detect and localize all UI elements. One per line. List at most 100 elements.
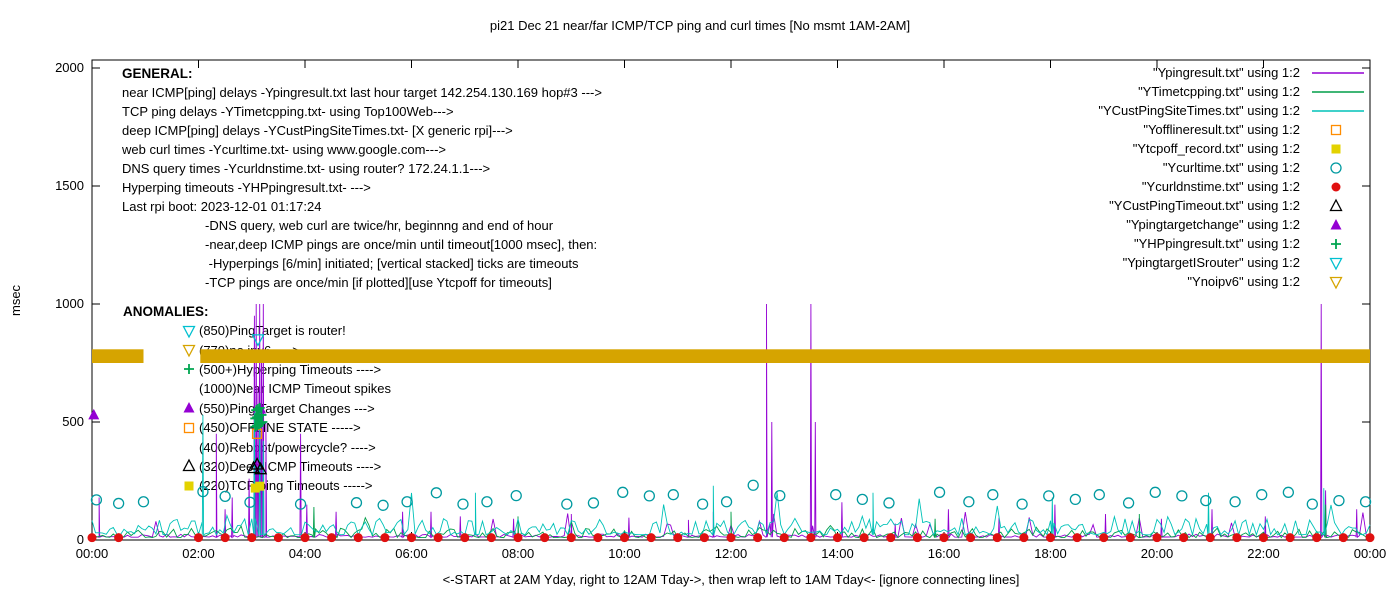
anomaly-item: (1000)Near ICMP Timeout spikes: [181, 379, 391, 398]
general-line: web curl times -Ycurltime.txt- using www…: [122, 142, 447, 157]
legend-item-ypingtargetisrouter: "YpingtargetISrouter" using 1:2: [1098, 253, 1370, 272]
legend: "Ypingresult.txt" using 1:2 "YTimetcpping…: [1098, 63, 1370, 291]
anomalies-annotations: ANOMALIES: (850)PingTarget is router! (770…: [123, 302, 391, 496]
triangle-up-filled-marker-icon: [183, 402, 195, 413]
legend-item-ycurldnstime: "Ycurldnstime.txt" using 1:2: [1098, 177, 1370, 196]
legend-label: "Yofflineresult.txt" using 1:2: [1143, 122, 1300, 137]
legend-swatch-square-open-icon: [1330, 124, 1342, 135]
legend-item-ycustpingtimeout: "YCustPingTimeout.txt" using 1:2: [1098, 196, 1370, 215]
anomaly-text: (450)OFFLINE STATE ----->: [199, 420, 361, 436]
legend-item-yhppingresult: "YHPpingresult.txt" using 1:2: [1098, 234, 1370, 253]
legend-item-yofflineresult: "Yofflineresult.txt" using 1:2: [1098, 120, 1370, 139]
legend-swatch-plus-icon: [1331, 238, 1341, 249]
general-annotations: GENERAL: near ICMP[ping] delays -Ypingres…: [122, 64, 602, 292]
anomaly-text: (320)Deep ICMP Timeouts ---->: [199, 458, 382, 474]
x-tick-label: 14:00: [821, 546, 854, 561]
legend-item-ypingtargetchange: "Ypingtargetchange" using 1:2: [1098, 215, 1370, 234]
plus-marker-icon: [184, 364, 194, 375]
legend-swatch-triangle-up-filled-icon: [1330, 218, 1342, 229]
legend-label: "Ypingtargetchange" using 1:2: [1126, 217, 1300, 232]
anomaly-text: (1000)Near ICMP Timeout spikes: [199, 381, 391, 397]
legend-item-ynoipv6: "Ynoipv6" using 1:2: [1098, 272, 1370, 291]
anomaly-item: (850)PingTarget is router!: [181, 321, 391, 340]
legend-label: "Ytcpoff_record.txt" using 1:2: [1132, 141, 1300, 156]
general-line: -DNS query, web curl are twice/hr, begin…: [205, 218, 554, 233]
anomaly-text: (500+)Hyperping Timeouts ---->: [199, 361, 382, 377]
y-tick-label: 500: [62, 414, 84, 429]
legend-item-ytcpoff_record: "Ytcpoff_record.txt" using 1:2: [1098, 139, 1370, 158]
legend-label: "Ycurldnstime.txt" using 1:2: [1141, 179, 1300, 194]
triangle-down-open-marker-icon: [182, 344, 196, 358]
legend-item-ycurltime: "Ycurltime.txt" using 1:2: [1098, 158, 1370, 177]
x-tick-label: 06:00: [395, 546, 428, 561]
legend-item-ycustpingsitetimes: "YCustPingSiteTimes.txt" using 1:2: [1098, 101, 1370, 120]
general-line: -Hyperpings [6/min] initiated; [vertical…: [205, 256, 579, 271]
anomaly-item: (320)Deep ICMP Timeouts ---->: [181, 457, 391, 476]
legend-swatch-circle-filled-icon: [1331, 182, 1341, 191]
square-filled-marker-icon: [184, 481, 194, 491]
x-tick-label: 00:00: [76, 546, 109, 561]
legend-swatch-circle-open-icon: [1330, 161, 1342, 174]
no-marker-icon: [181, 381, 197, 397]
x-tick-label: 00:00: [1354, 546, 1387, 561]
legend-label: "Ynoipv6" using 1:2: [1187, 274, 1300, 289]
anomaly-text: (770)no ipv6 ---->: [199, 342, 300, 358]
x-tick-label: 10:00: [608, 546, 641, 561]
anomaly-item: (500+)Hyperping Timeouts ---->: [181, 360, 391, 379]
y-tick-label: 2000: [55, 60, 84, 75]
general-line: Hyperping timeouts -YHPpingresult.txt- -…: [122, 180, 371, 195]
anomaly-item: (450)OFFLINE STATE ----->: [181, 418, 391, 437]
legend-item-ypingresult: "Ypingresult.txt" using 1:2: [1098, 63, 1370, 82]
legend-label: "YHPpingresult.txt" using 1:2: [1133, 236, 1300, 251]
anomalies-header: ANOMALIES:: [123, 304, 209, 319]
legend-label: "YCustPingTimeout.txt" using 1:2: [1109, 198, 1300, 213]
anomaly-text: (850)PingTarget is router!: [199, 323, 346, 339]
x-tick-label: 04:00: [289, 546, 322, 561]
legend-label: "YCustPingSiteTimes.txt" using 1:2: [1098, 103, 1300, 118]
legend-swatch-line-icon: [1312, 71, 1364, 74]
general-line: DNS query times -Ycurldnstime.txt- using…: [122, 161, 491, 176]
triangle-down-open-marker-icon: [182, 325, 196, 339]
x-tick-label: 22:00: [1247, 546, 1280, 561]
general-line: -near,deep ICMP pings are once/min until…: [205, 237, 598, 252]
legend-item-ytimetcpping: "YTimetcpping.txt" using 1:2: [1098, 82, 1370, 101]
legend-swatch-square-filled-icon: [1331, 144, 1341, 153]
anomaly-text: (400)Reboot/powercycle? ---->: [199, 439, 376, 455]
x-axis-label: <-START at 2AM Yday, right to 12AM Tday-…: [442, 572, 1020, 587]
legend-swatch-triangle-down-open-icon: [1329, 276, 1343, 289]
legend-label: "Ycurltime.txt" using 1:2: [1162, 160, 1300, 175]
x-tick-label: 12:00: [715, 546, 748, 561]
legend-swatch-triangle-down-open-icon: [1329, 257, 1343, 270]
y-tick-label: 1500: [55, 178, 84, 193]
legend-label: "YTimetcpping.txt" using 1:2: [1138, 84, 1300, 99]
legend-label: "YpingtargetISrouter" using 1:2: [1122, 255, 1300, 270]
chart-title: pi21 Dec 21 near/far ICMP/TCP ping and c…: [489, 18, 911, 33]
no-marker-icon: [181, 439, 197, 455]
y-axis-label: msec: [8, 284, 23, 316]
x-tick-label: 16:00: [928, 546, 961, 561]
anomaly-text: (220)TCP ping Timeouts ----->: [199, 478, 373, 494]
legend-label: "Ypingresult.txt" using 1:2: [1152, 65, 1300, 80]
series-ycurldnstime: [87, 533, 1375, 543]
square-open-marker-icon: [183, 422, 195, 433]
anomaly-item: (770)no ipv6 ---->: [181, 340, 391, 359]
anomaly-item: (400)Reboot/powercycle? ---->: [181, 437, 391, 456]
general-line: deep ICMP[ping] delays -YCustPingSiteTim…: [122, 123, 513, 138]
series-ytimetcpping: [91, 504, 1371, 540]
general-header: GENERAL:: [122, 66, 193, 81]
x-tick-label: 20:00: [1141, 546, 1174, 561]
general-line: Last rpi boot: 2023-12-01 01:17:24: [122, 199, 322, 214]
triangle-up-open-marker-icon: [182, 459, 196, 472]
anomaly-item: (220)TCP ping Timeouts ----->: [181, 476, 391, 495]
y-tick-label: 0: [77, 532, 84, 547]
legend-swatch-line-icon: [1312, 109, 1364, 112]
general-line: -TCP pings are once/min [if plotted][use…: [205, 275, 552, 290]
general-line: TCP ping delays -YTimetcpping.txt- using…: [122, 104, 454, 119]
general-line: near ICMP[ping] delays -Ypingresult.txt …: [122, 85, 602, 100]
y-tick-label: 1000: [55, 296, 84, 311]
legend-swatch-triangle-up-open-icon: [1329, 198, 1343, 211]
legend-swatch-line-icon: [1312, 90, 1364, 93]
anomaly-item: (550)Ping Target Changes --->: [181, 399, 391, 418]
x-tick-label: 08:00: [502, 546, 535, 561]
